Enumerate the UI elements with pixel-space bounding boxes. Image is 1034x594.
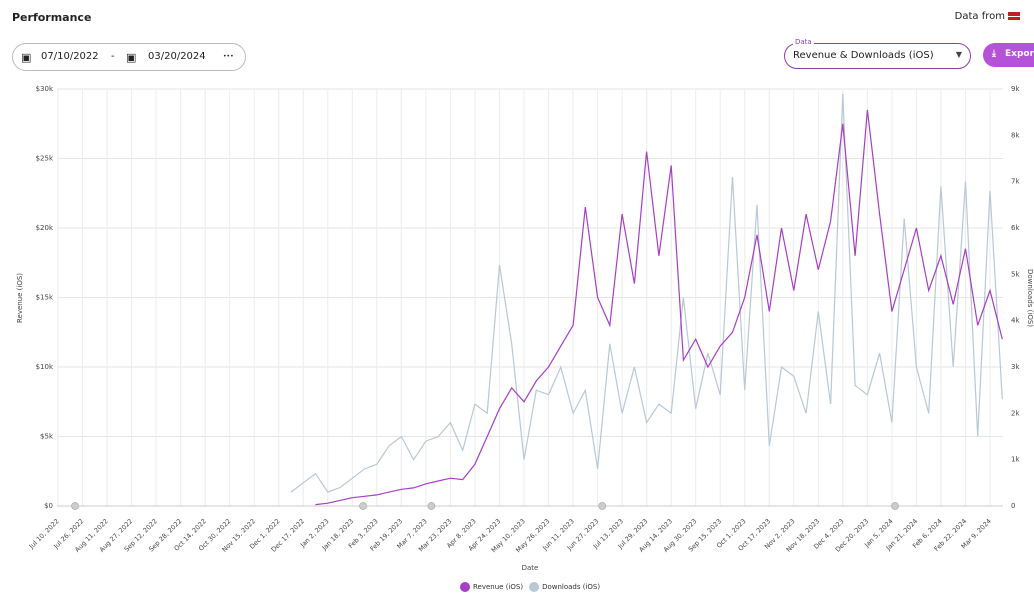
- y-axis-label: Revenue (iOS): [16, 273, 24, 323]
- event-marker: [359, 502, 367, 510]
- y2-tick-label: 7k: [1011, 178, 1020, 186]
- y-tick-label: $25k: [36, 155, 54, 163]
- y-tick-label: $15k: [36, 294, 54, 302]
- legend-label: Downloads (iOS): [542, 583, 600, 591]
- calendar-icon: ▣: [126, 51, 137, 64]
- event-marker: [71, 502, 79, 510]
- calendar-icon: ▣: [21, 51, 32, 64]
- data-from-label: Data from: [954, 11, 1005, 22]
- y2-tick-label: 6k: [1011, 224, 1020, 232]
- series-line: [290, 93, 1003, 493]
- legend-swatch: [460, 582, 470, 592]
- dropdown-label: Data: [793, 38, 814, 46]
- separator: -: [111, 51, 115, 62]
- y2-tick-label: 3k: [1011, 363, 1020, 371]
- y2-axis-label: Downloads (iOS): [1026, 269, 1034, 327]
- y2-tick-label: 5k: [1011, 270, 1020, 278]
- export-icon: ⤓: [992, 49, 996, 59]
- data-from[interactable]: Data from: [955, 11, 1020, 22]
- legend-label: Revenue (iOS): [473, 583, 523, 591]
- caret: ▼: [955, 50, 962, 59]
- y-tick-label: $30k: [36, 85, 54, 93]
- y-tick-label: $10k: [36, 363, 54, 371]
- more-button[interactable]: •••: [223, 53, 234, 60]
- page-title: Performance: [12, 11, 92, 24]
- legend-swatch: [529, 582, 540, 592]
- dropdown-value: Revenue & Downloads (iOS): [793, 50, 934, 61]
- y2-tick-label: 0: [1011, 502, 1015, 510]
- date-range[interactable]: ▣ 07/10/2022 - ▣ 03/20/2024 •••: [12, 43, 246, 71]
- y2-tick-label: 1k: [1011, 456, 1020, 464]
- x-axis-label: Date: [522, 564, 539, 572]
- y2-tick-label: 2k: [1011, 409, 1020, 417]
- y-tick-label: $0: [44, 502, 53, 510]
- export-button[interactable]: ⤓ Export: [983, 43, 1034, 67]
- end-date[interactable]: 03/20/2024: [148, 51, 206, 62]
- event-marker: [598, 502, 607, 510]
- y2-tick-label: 9k: [1011, 85, 1020, 93]
- y2-tick-label: 8k: [1011, 131, 1020, 139]
- event-marker: [427, 502, 436, 510]
- data-dropdown[interactable]: Data Revenue & Downloads (iOS) ▼: [784, 38, 971, 69]
- event-marker: [891, 502, 899, 510]
- flag: [1008, 12, 1020, 20]
- y-tick-label: $20k: [36, 224, 54, 232]
- y-tick-label: $5k: [40, 433, 54, 441]
- y2-tick-label: 4k: [1011, 317, 1020, 325]
- start-date[interactable]: 07/10/2022: [41, 51, 99, 62]
- export-label: Export: [1005, 49, 1034, 59]
- series-line: [315, 109, 1003, 506]
